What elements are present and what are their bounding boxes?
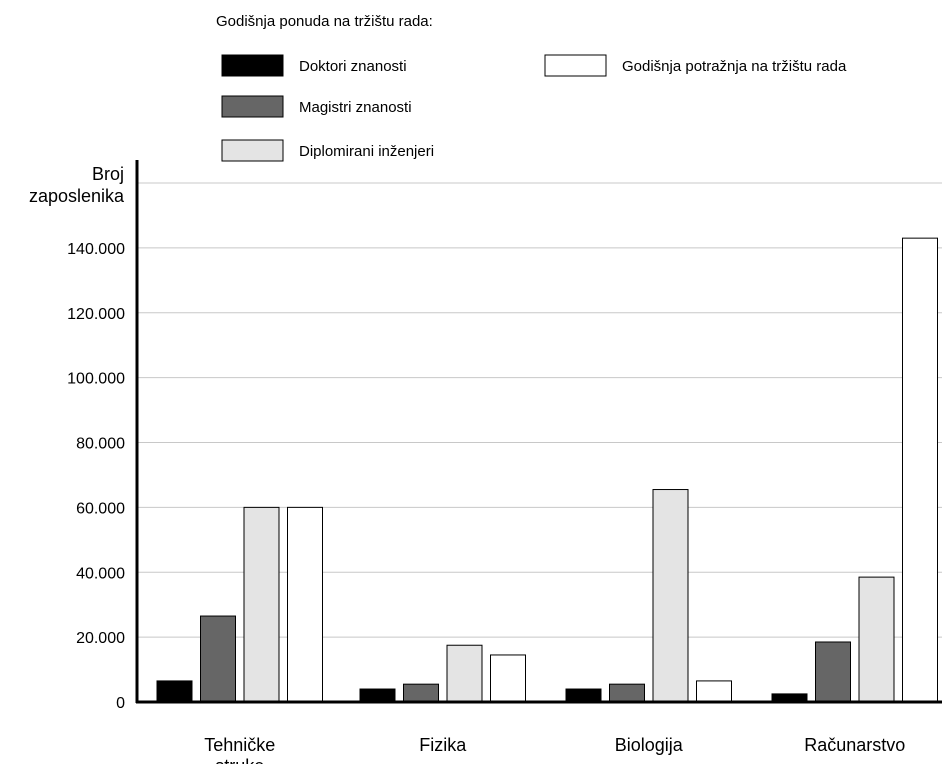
legend: Godišnja ponuda na tržištu rada: Doktori… xyxy=(216,13,847,162)
category-labels: Tehničkestruke Fizika Biologija Računarstvo xyxy=(204,735,905,764)
y-tick-label: 40.000 xyxy=(76,565,125,582)
y-tick-labels: 0 20.000 40.000 60.000 80.000 100.000 120.000 1… xyxy=(67,241,125,712)
bar xyxy=(565,688,602,703)
y-tick-label: 80.000 xyxy=(76,436,125,453)
category-label: struke xyxy=(215,756,264,764)
bar xyxy=(490,654,526,703)
y-tick-label: 100.000 xyxy=(67,371,125,388)
axes xyxy=(135,160,942,704)
bar xyxy=(446,644,483,703)
y-axis-title: Broj zaposlenika xyxy=(29,164,125,206)
y-axis-title-line-1: Broj xyxy=(92,164,124,184)
legend-title: Godišnja ponuda na tržištu rada: xyxy=(216,13,433,30)
bar xyxy=(200,615,236,703)
y-tick-label: 60.000 xyxy=(76,500,125,517)
bar xyxy=(815,641,851,703)
legend-label: Doktori znanosti xyxy=(299,58,407,75)
bar xyxy=(652,489,689,703)
legend-items: Doktori znanosti Magistri znanosti Diplomi… xyxy=(221,54,847,162)
y-tick-label: 140.000 xyxy=(67,241,125,258)
category-label: Tehničke xyxy=(204,735,275,755)
y-axis-title-line-2: zaposlenika xyxy=(29,186,125,206)
category-label: Fizika xyxy=(419,735,467,755)
legend-label: Diplomirani inženjeri xyxy=(299,143,434,160)
bar xyxy=(287,506,323,703)
bar xyxy=(902,237,938,703)
bar xyxy=(403,683,439,703)
legend-label: Godišnja potražnja na tržištu rada xyxy=(622,58,847,75)
bars xyxy=(156,237,938,703)
legend-swatch xyxy=(544,54,607,77)
bar xyxy=(243,506,280,703)
bar xyxy=(156,680,193,703)
category-label: Računarstvo xyxy=(804,735,905,755)
y-tick-label: 120.000 xyxy=(67,306,125,323)
bar xyxy=(696,680,732,703)
legend-swatch xyxy=(221,95,284,118)
bar xyxy=(858,576,895,703)
legend-swatch xyxy=(221,139,284,162)
legend-label: Magistri znanosti xyxy=(299,99,412,116)
y-tick-label: 0 xyxy=(116,695,125,712)
bar xyxy=(609,683,645,703)
bar xyxy=(359,688,396,703)
legend-swatch xyxy=(221,54,284,77)
y-tick-label: 20.000 xyxy=(76,630,125,647)
category-label: Biologija xyxy=(615,735,684,755)
